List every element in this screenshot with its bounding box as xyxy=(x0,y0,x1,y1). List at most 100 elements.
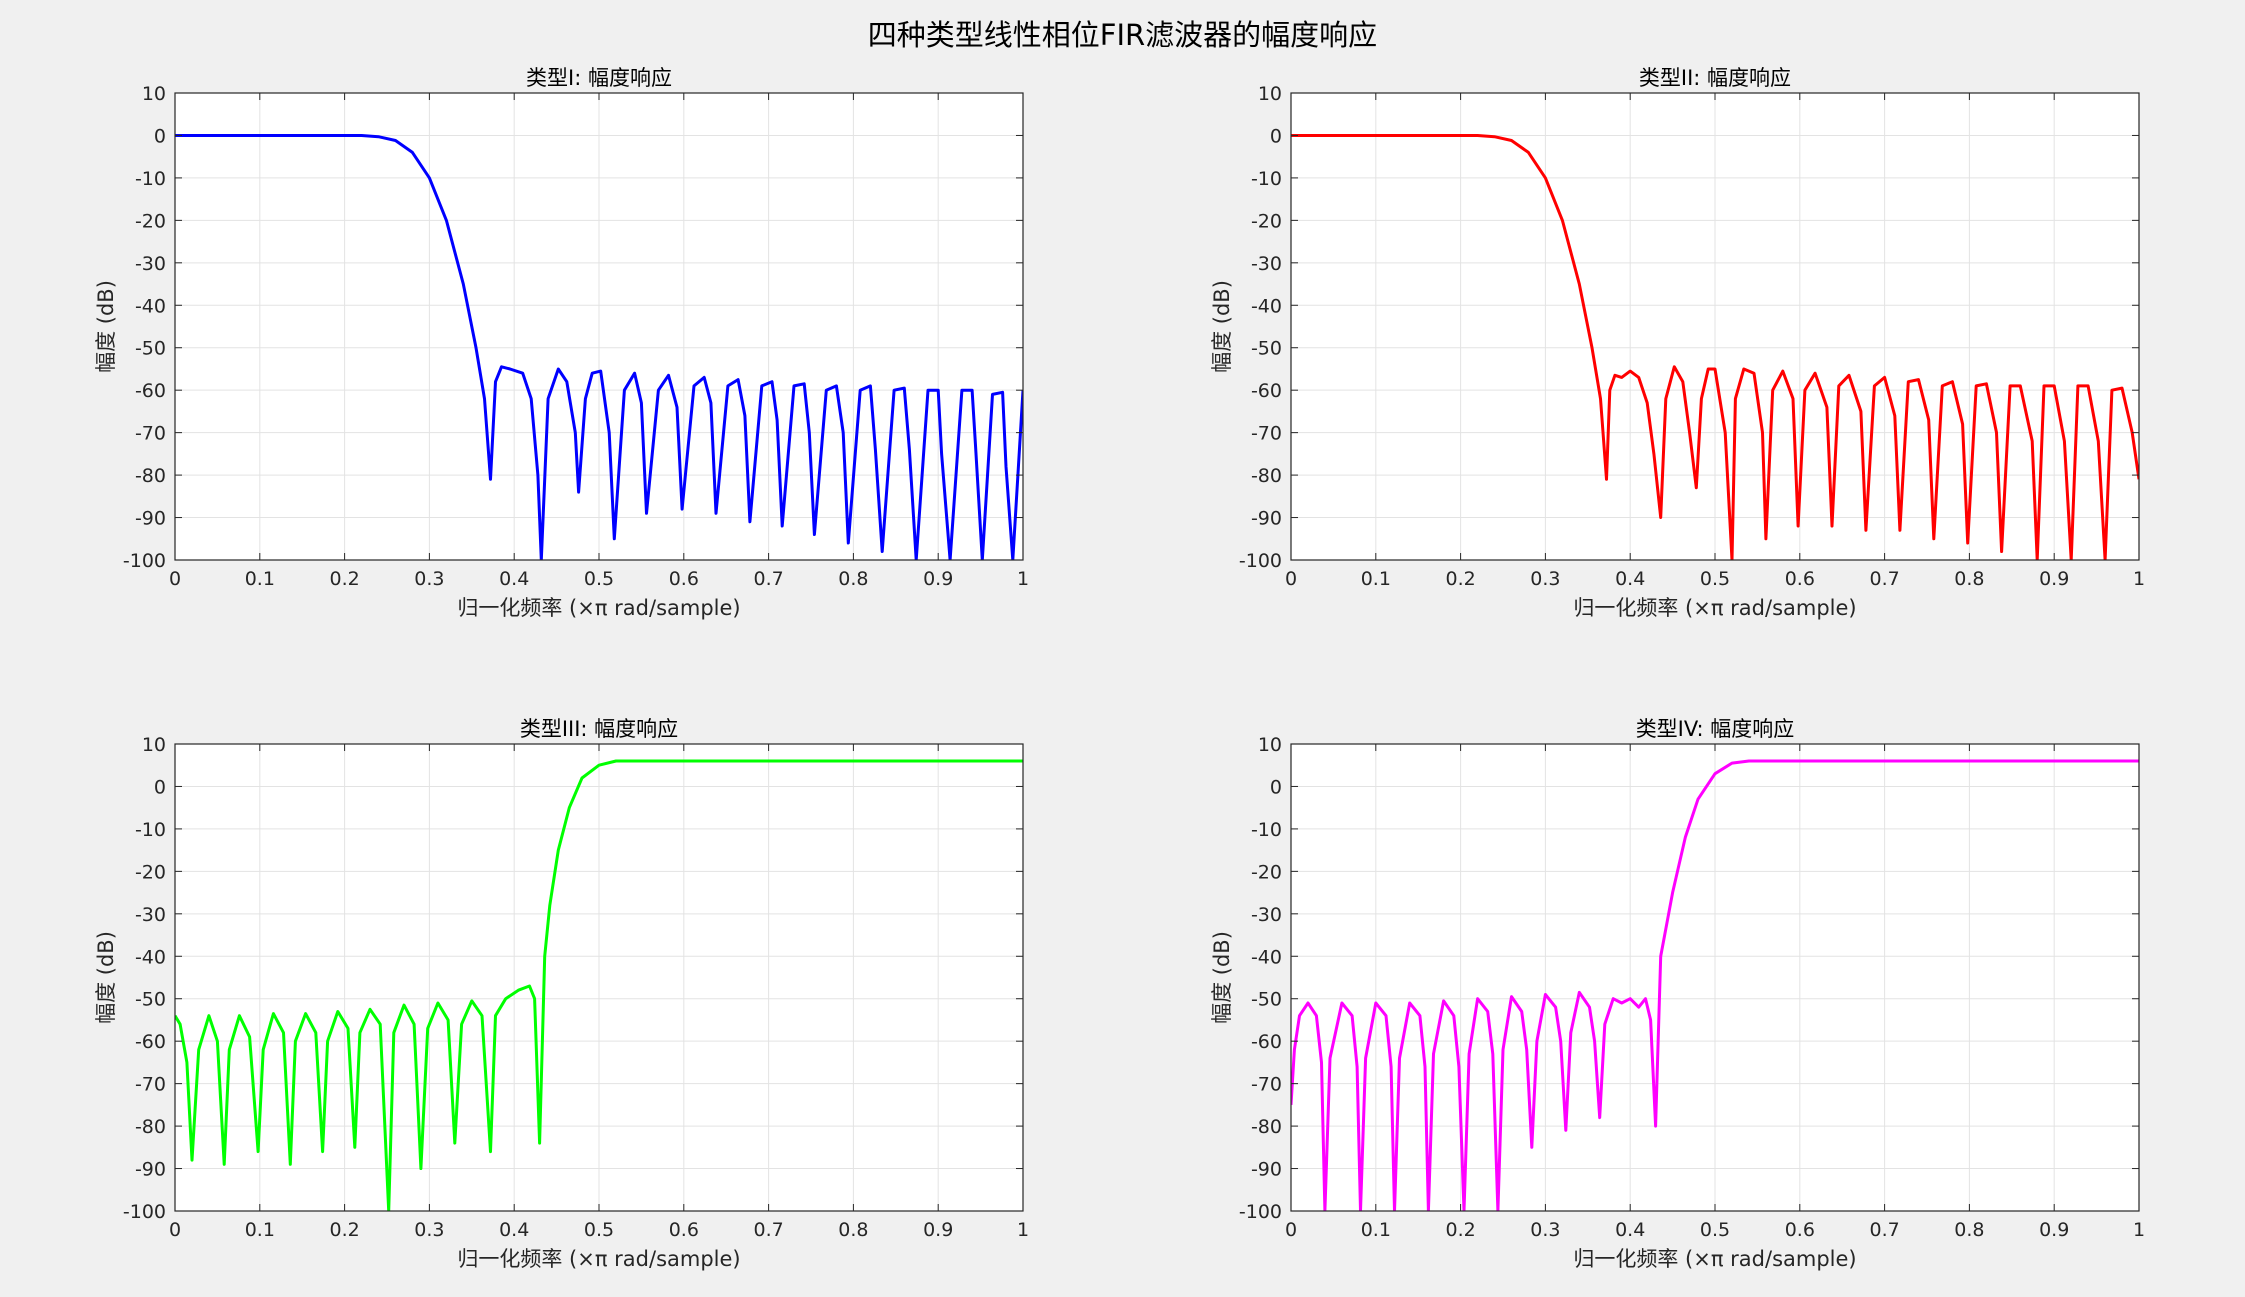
x-tick-label: 0.3 xyxy=(414,568,444,590)
y-tick-label: -30 xyxy=(1251,904,1282,926)
x-tick-label: 0.7 xyxy=(753,1219,783,1241)
x-tick-label: 0.5 xyxy=(584,1219,614,1241)
x-tick-label: 0.3 xyxy=(414,1219,444,1241)
x-tick-label: 0.3 xyxy=(1530,1219,1560,1241)
subplot-4: 0 0.1 0.2 0.3 0.4 0.5 0.6 0.7 0.8 0.9 1 10 0 -10 -20 -3… xyxy=(1210,717,2145,1271)
y-tick-label: -50 xyxy=(135,989,166,1011)
x-tick-label: 0.9 xyxy=(2039,1219,2069,1241)
y-tick-label: -50 xyxy=(1251,989,1282,1011)
x-tick-label: 1 xyxy=(2133,1219,2145,1241)
subplot-title: 类型II: 幅度响应 xyxy=(1639,66,1791,90)
y-tick-label: -70 xyxy=(135,1074,166,1096)
y-axis-label: 幅度 (dB) xyxy=(94,280,118,373)
y-tick-label: -90 xyxy=(135,508,166,530)
y-tick-label: -20 xyxy=(135,210,166,232)
y-tick-label: 0 xyxy=(1270,776,1282,798)
subplot-1: 0 0.1 0.2 0.3 0.4 0.5 0.6 0.7 0.8 0.9 1 10 0 -10 -20 -3… xyxy=(94,66,1029,620)
y-tick-label: -40 xyxy=(135,946,166,968)
x-tick-label: 0.4 xyxy=(499,568,529,590)
x-tick-label: 0 xyxy=(1285,1219,1297,1241)
x-tick-label: 0.8 xyxy=(838,568,868,590)
y-tick-label: 10 xyxy=(1258,83,1282,105)
figure-title: 四种类型线性相位FIR滤波器的幅度响应 xyxy=(867,18,1378,52)
y-tick-label: -20 xyxy=(135,861,166,883)
y-tick-label: 10 xyxy=(1258,734,1282,756)
subplot-3: 0 0.1 0.2 0.3 0.4 0.5 0.6 0.7 0.8 0.9 1 10 0 -10 -20 -3… xyxy=(94,717,1029,1271)
y-axis-label: 幅度 (dB) xyxy=(94,931,118,1024)
y-tick-label: 0 xyxy=(1270,125,1282,147)
x-tick-label: 0.9 xyxy=(923,568,953,590)
series-line xyxy=(175,134,1023,560)
y-tick-label: -40 xyxy=(1251,946,1282,968)
y-tick-label: -100 xyxy=(1239,1201,1282,1223)
y-tick-label: -60 xyxy=(135,1031,166,1053)
y-tick-label: -70 xyxy=(135,423,166,445)
x-tick-label: 1 xyxy=(1017,1219,1029,1241)
x-tick-label: 0.4 xyxy=(499,1219,529,1241)
x-tick-label: 0.7 xyxy=(1869,568,1899,590)
y-tick-label: -100 xyxy=(1239,550,1282,572)
x-tick-label: 0.9 xyxy=(923,1219,953,1241)
x-tick-label: 0.2 xyxy=(1445,568,1475,590)
x-tick-label: 0.2 xyxy=(329,568,359,590)
y-tick-label: -60 xyxy=(1251,380,1282,402)
y-tick-label: -30 xyxy=(1251,253,1282,275)
subplot-title: 类型I: 幅度响应 xyxy=(526,66,672,90)
y-tick-label: -40 xyxy=(135,295,166,317)
x-tick-label: 1 xyxy=(1017,568,1029,590)
x-tick-label: 0.1 xyxy=(245,568,275,590)
y-tick-label: -70 xyxy=(1251,423,1282,445)
y-tick-label: -60 xyxy=(135,380,166,402)
x-tick-label: 0 xyxy=(1285,568,1297,590)
x-axis-label: 归一化频率 (×π rad/sample) xyxy=(1573,1247,1856,1271)
y-tick-label: -30 xyxy=(135,904,166,926)
subplot-title: 类型IV: 幅度响应 xyxy=(1636,717,1795,741)
x-tick-label: 0.6 xyxy=(669,1219,699,1241)
y-tick-label: -100 xyxy=(123,550,166,572)
x-tick-label: 0.6 xyxy=(669,568,699,590)
x-tick-label: 0 xyxy=(169,568,181,590)
y-tick-label: -70 xyxy=(1251,1074,1282,1096)
x-tick-label: 0.7 xyxy=(753,568,783,590)
y-tick-label: -10 xyxy=(1251,819,1282,841)
x-tick-label: 0.2 xyxy=(1445,1219,1475,1241)
series-line xyxy=(175,759,1023,1211)
y-tick-label: -40 xyxy=(1251,295,1282,317)
subplot-2: 0 0.1 0.2 0.3 0.4 0.5 0.6 0.7 0.8 0.9 1 10 0 -10 -20 -3… xyxy=(1210,66,2145,620)
y-tick-label: -10 xyxy=(135,168,166,190)
x-tick-label: 0.7 xyxy=(1869,1219,1899,1241)
y-tick-label: -90 xyxy=(1251,508,1282,530)
x-tick-label: 0.4 xyxy=(1615,568,1645,590)
series-line xyxy=(1291,134,2139,560)
x-tick-label: 0.5 xyxy=(1700,1219,1730,1241)
x-tick-label: 0.3 xyxy=(1530,568,1560,590)
x-tick-label: 0.9 xyxy=(2039,568,2069,590)
y-tick-label: -80 xyxy=(135,1116,166,1138)
x-tick-label: 0.1 xyxy=(1361,1219,1391,1241)
x-tick-label: 0.8 xyxy=(1954,1219,1984,1241)
x-tick-label: 0.6 xyxy=(1785,1219,1815,1241)
y-tick-label: -80 xyxy=(1251,465,1282,487)
y-tick-label: -60 xyxy=(1251,1031,1282,1053)
x-tick-label: 1 xyxy=(2133,568,2145,590)
y-tick-label: -90 xyxy=(135,1159,166,1181)
series-line xyxy=(1291,759,2139,1211)
x-axis-label: 归一化频率 (×π rad/sample) xyxy=(457,1247,740,1271)
x-axis-label: 归一化频率 (×π rad/sample) xyxy=(1573,596,1856,620)
x-tick-label: 0.2 xyxy=(329,1219,359,1241)
y-tick-label: -50 xyxy=(135,338,166,360)
y-tick-label: -80 xyxy=(135,465,166,487)
y-tick-label: -80 xyxy=(1251,1116,1282,1138)
y-tick-label: 10 xyxy=(142,83,166,105)
x-tick-label: 0.6 xyxy=(1785,568,1815,590)
y-axis-label: 幅度 (dB) xyxy=(1210,931,1234,1024)
x-axis-label: 归一化频率 (×π rad/sample) xyxy=(457,596,740,620)
y-tick-label: -20 xyxy=(1251,210,1282,232)
x-tick-label: 0.5 xyxy=(1700,568,1730,590)
x-tick-label: 0.1 xyxy=(245,1219,275,1241)
y-tick-label: 0 xyxy=(154,776,166,798)
x-tick-label: 0.4 xyxy=(1615,1219,1645,1241)
y-tick-label: -50 xyxy=(1251,338,1282,360)
y-tick-label: 0 xyxy=(154,125,166,147)
